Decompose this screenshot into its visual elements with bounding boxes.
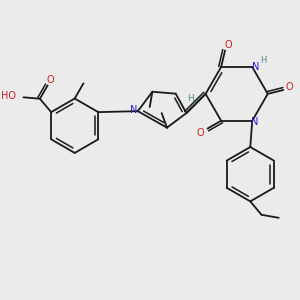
Text: N: N (251, 117, 259, 127)
Text: H: H (260, 56, 266, 65)
Text: O: O (285, 82, 293, 92)
Text: O: O (47, 75, 54, 85)
Text: N: N (252, 62, 260, 72)
Text: O: O (197, 128, 205, 138)
Text: N: N (130, 105, 138, 115)
Text: HO: HO (1, 91, 16, 101)
Text: H: H (187, 94, 194, 103)
Text: O: O (224, 40, 232, 50)
